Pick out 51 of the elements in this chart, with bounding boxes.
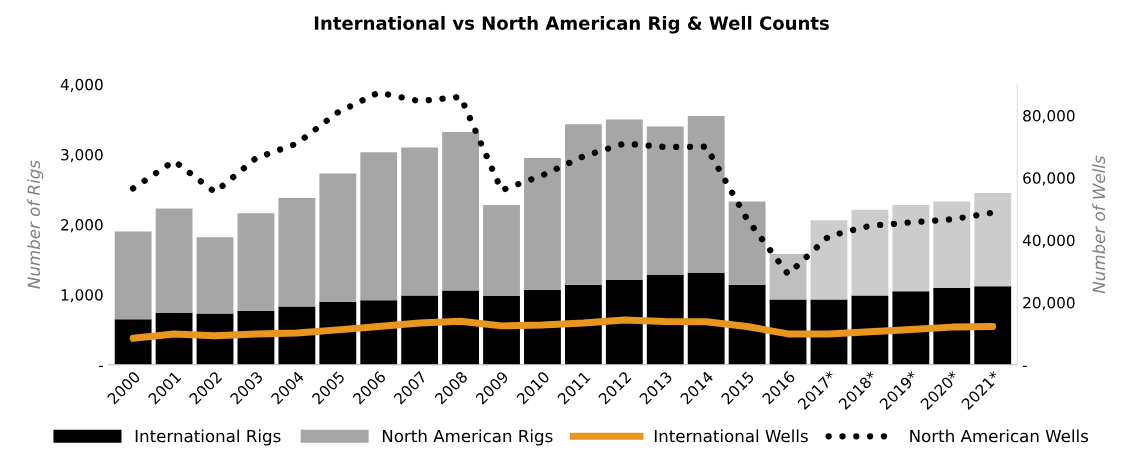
bar <box>237 213 275 311</box>
bar <box>401 295 439 365</box>
legend-label: North American Wells <box>910 429 1089 443</box>
bar <box>564 284 602 365</box>
y2-tick-label: 60,000 <box>1023 172 1075 186</box>
bar <box>974 193 1012 287</box>
y2-tick-label: 20,000 <box>1023 296 1075 311</box>
bar <box>892 291 930 365</box>
bar <box>851 295 889 365</box>
bar <box>728 201 766 285</box>
bar <box>769 254 807 300</box>
bar <box>442 132 480 291</box>
bar <box>319 173 357 302</box>
y-tick-label: 2,000 <box>61 219 103 233</box>
y-tick-label: - <box>98 365 103 368</box>
y-axis-title: Number of Rigs <box>27 160 44 289</box>
y-tick-label: 4,000 <box>60 78 103 92</box>
bar <box>114 319 152 365</box>
y2-tick-label: 40,000 <box>1022 234 1075 248</box>
bar <box>524 289 561 365</box>
legend-label: International Rigs <box>135 429 281 446</box>
bar <box>646 126 684 276</box>
bar <box>974 286 1012 365</box>
bar <box>401 147 439 296</box>
bar <box>687 272 725 365</box>
y2-tick-label: - <box>1022 365 1027 368</box>
bar <box>933 287 971 365</box>
legend-label: International Wells <box>654 429 808 443</box>
bar <box>524 157 561 290</box>
bar <box>278 197 316 307</box>
bar <box>605 119 643 280</box>
bar <box>564 124 602 285</box>
bar <box>605 279 643 365</box>
bar <box>933 201 971 288</box>
bar <box>155 208 193 313</box>
y-tick-label: 1,000 <box>61 289 103 303</box>
y-tick-label: 3,000 <box>61 148 103 163</box>
legend-label: North American Rigs <box>382 429 553 446</box>
bar <box>810 220 848 300</box>
bar <box>687 115 725 273</box>
bar <box>728 284 766 365</box>
chart-title: International vs North American Rig & Well Counts <box>314 15 829 34</box>
bar <box>360 152 398 301</box>
bar <box>483 204 520 297</box>
bar <box>114 231 152 320</box>
y2-axis-title: Number of Wells <box>1092 155 1106 294</box>
bar <box>196 237 234 314</box>
bar <box>851 209 889 296</box>
bar <box>646 275 684 365</box>
y2-tick-label: 80,000 <box>1023 109 1075 124</box>
bar <box>892 204 930 292</box>
